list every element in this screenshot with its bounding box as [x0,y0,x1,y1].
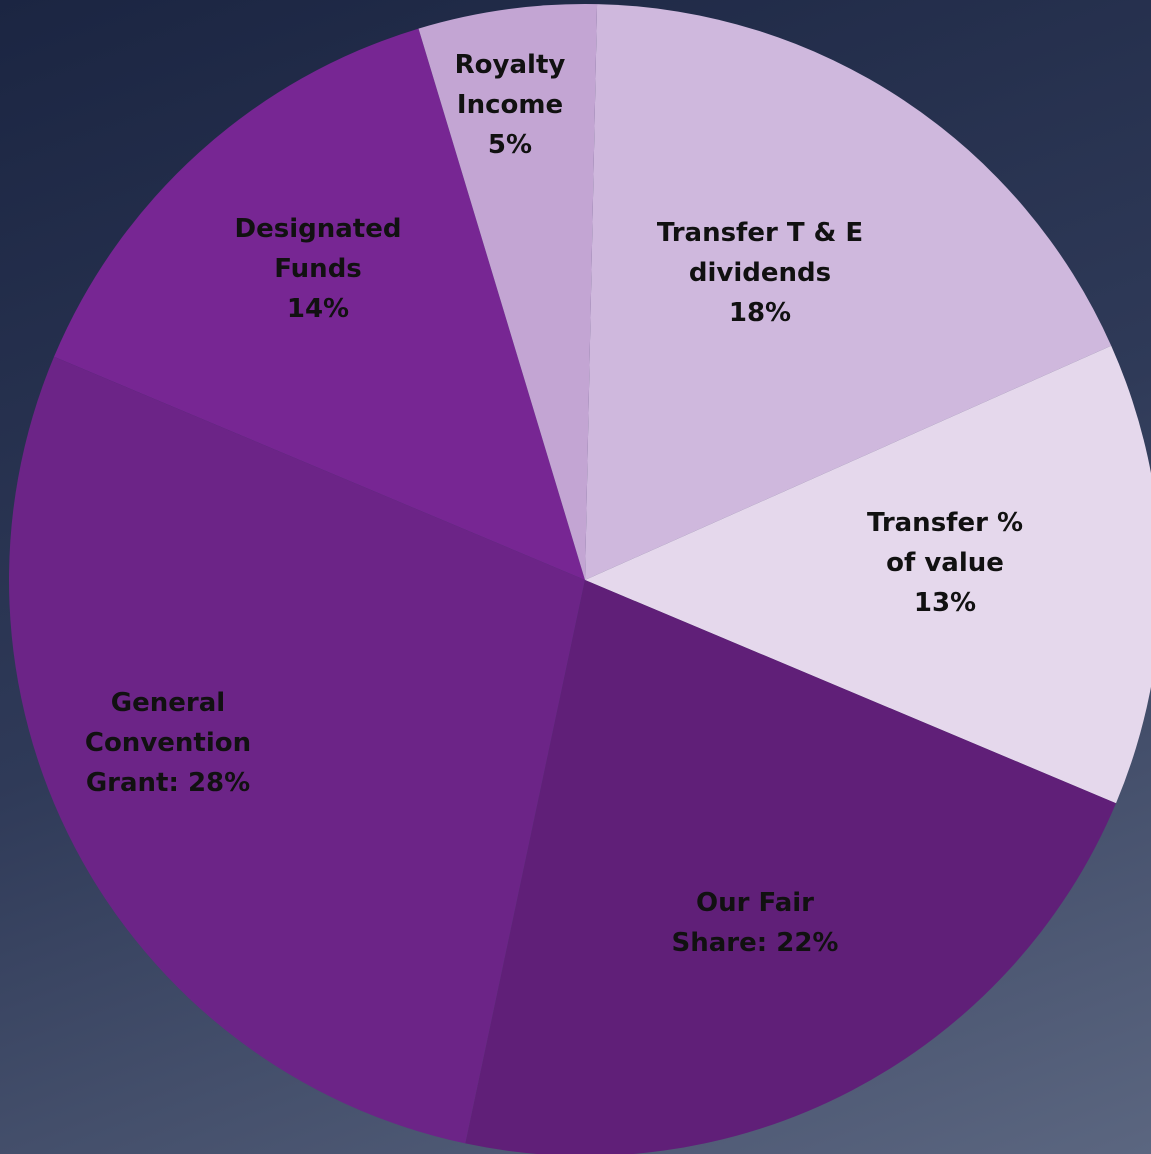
category-label: Designated Funds [234,214,402,284]
value-label: 5% [487,130,533,160]
slice-label: Transfer T & E dividends 18% [645,213,875,333]
pie-slice [418,4,598,581]
category-label: Our Fair Share: [671,888,814,958]
pie-slice [585,4,1112,580]
pie-slice [585,345,1151,804]
slice-label: Transfer % of value 13% [860,503,1030,623]
pie-slice [465,580,1116,1154]
category-label: General Convention Grant: [84,688,252,798]
category-label: Transfer % of value [866,508,1024,578]
pie-slice [8,356,585,1144]
slice-label: General Convention Grant: 28% [71,683,266,803]
slice-label: Our Fair Share: 22% [663,883,848,963]
value-label: 13% [913,588,977,618]
slice-label: Royalty Income 5% [443,45,578,165]
value-label: 22% [776,928,839,958]
category-label: Royalty Income [454,50,566,120]
slice-label: Designated Funds 14% [221,209,416,329]
category-label: Transfer T & E dividends [656,218,864,288]
pie-slice [54,28,585,580]
value-label: 28% [187,768,251,798]
value-label: 14% [286,294,350,324]
value-label: 18% [728,298,792,328]
